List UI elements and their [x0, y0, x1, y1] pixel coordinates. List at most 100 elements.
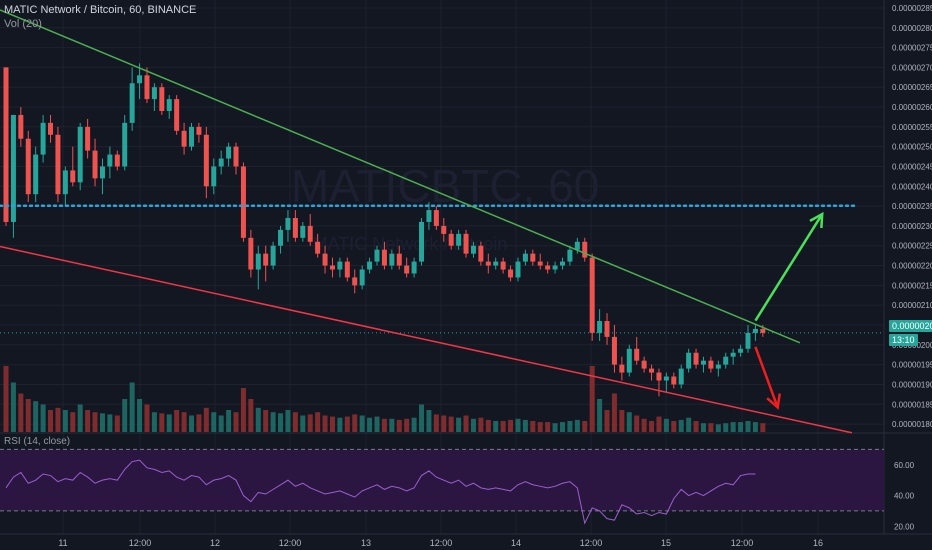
rsi-legend: RSI (14, close) [4, 436, 71, 447]
candle-body [211, 166, 217, 187]
volume-bar [611, 393, 617, 432]
volume-bar [396, 419, 402, 432]
rsi-tick-label: 60.00 [894, 461, 915, 470]
price-axis[interactable]: 0.00000285 0.00000280 0.00000275 0.00000270… [892, 4, 932, 429]
time-tick-label: 16 [813, 538, 823, 548]
price-tick-label: 0.00000190 [892, 380, 932, 389]
volume-bar [70, 412, 76, 432]
volume-bar [322, 415, 328, 432]
volume-bar [522, 419, 528, 432]
price-tick-label: 0.00000265 [892, 83, 932, 92]
volume-bar [448, 416, 454, 432]
candle-body [233, 146, 239, 167]
candle-body [255, 253, 261, 270]
candle-body [359, 269, 365, 286]
volume-bar [159, 413, 165, 432]
volume-bar [419, 404, 425, 432]
candle-body [574, 241, 580, 250]
volume-bar [478, 417, 484, 432]
volume-bar [589, 366, 595, 432]
candle-body [500, 261, 506, 270]
volume-bar [137, 399, 143, 432]
time-tick-label: 11 [58, 538, 67, 548]
candle-body [122, 122, 128, 167]
price-tick-label: 0.00000210 [892, 301, 932, 310]
volume-bar [515, 418, 521, 432]
price-tick-label: 0.00000230 [892, 222, 932, 231]
volume-bar [151, 412, 157, 432]
candle-body [367, 261, 373, 270]
annotations [0, 9, 884, 434]
candle-body [611, 336, 617, 365]
rsi-tick-label: 20.00 [894, 522, 915, 531]
volume-bar [278, 413, 284, 432]
candle-body [248, 237, 254, 270]
volume-bar [708, 423, 714, 432]
volume-bar [307, 414, 313, 432]
volume-bar [218, 415, 224, 432]
volume-bar [40, 404, 46, 432]
candle-body [760, 328, 766, 333]
price-tick-label: 0.00000280 [892, 24, 932, 33]
candle-body [77, 126, 83, 183]
volume-bar [634, 415, 640, 432]
volume-bar [597, 399, 603, 432]
volume-bar [723, 423, 729, 432]
volume-bar [300, 415, 306, 432]
candle-body [560, 261, 565, 266]
price-tick-label: 0.00000270 [892, 63, 932, 72]
candle-body [604, 321, 610, 337]
volume-bar [508, 419, 514, 432]
candle-body [196, 126, 202, 135]
volume-bar [181, 412, 187, 432]
volume-bar [715, 424, 721, 432]
volume-bar [552, 423, 558, 432]
volume-bar [315, 412, 321, 432]
volume-bar [686, 417, 692, 432]
price-tick-label: 0.00000180 [892, 420, 932, 429]
candle-body [159, 87, 165, 111]
volume-bar [537, 422, 543, 432]
volume-bar [263, 410, 269, 432]
candle-body [678, 368, 684, 385]
volume-bar [359, 415, 365, 432]
countdown-tag: 13:10 [889, 334, 918, 346]
candle-body [144, 75, 150, 100]
volume-bar [745, 421, 751, 432]
candle-body [25, 138, 31, 195]
price-tick-label: 0.00000185 [892, 400, 932, 409]
candle-body [189, 126, 194, 147]
candle-body [151, 87, 157, 100]
volume-bar [92, 412, 98, 432]
price-tick-label: 0.00000225 [892, 242, 932, 251]
lower-trendline [0, 245, 853, 434]
time-tick-label: 12:00 [580, 538, 603, 548]
volume-bar [174, 410, 180, 432]
rsi-line [5, 459, 756, 525]
candle-body [545, 265, 551, 270]
price-tick-label: 0.00000220 [892, 262, 932, 271]
time-tick-label: 12 [210, 538, 220, 548]
price-tick-label: 0.00000285 [892, 4, 932, 13]
time-tick-label: 12:00 [279, 538, 302, 548]
candle-body [129, 83, 135, 123]
rsi-axis: 60.00 40.00 20.00 [894, 461, 915, 532]
candle-body [634, 348, 640, 361]
volume-bar [352, 414, 358, 432]
arrow-up-head [809, 211, 824, 229]
symbol-title: MATIC Network / Bitcoin, 60, BINANCE [4, 4, 197, 16]
volume-bar [367, 417, 373, 432]
candle-body [582, 241, 588, 258]
candle-body [218, 158, 224, 167]
candle-body [537, 261, 543, 266]
price-tick-label: 0.00000235 [892, 202, 932, 211]
volume-bar [693, 421, 699, 432]
candle-body [485, 261, 491, 266]
volume-legend: Vol (20) [4, 18, 42, 30]
candle-body [686, 352, 692, 369]
time-axis[interactable]: 11 12:00 12 12:00 13 12:00 14 12:00 15 12:00 16 [58, 538, 823, 548]
volume-bar [604, 410, 610, 432]
volume-bar [374, 416, 380, 432]
candle-body [552, 265, 558, 270]
